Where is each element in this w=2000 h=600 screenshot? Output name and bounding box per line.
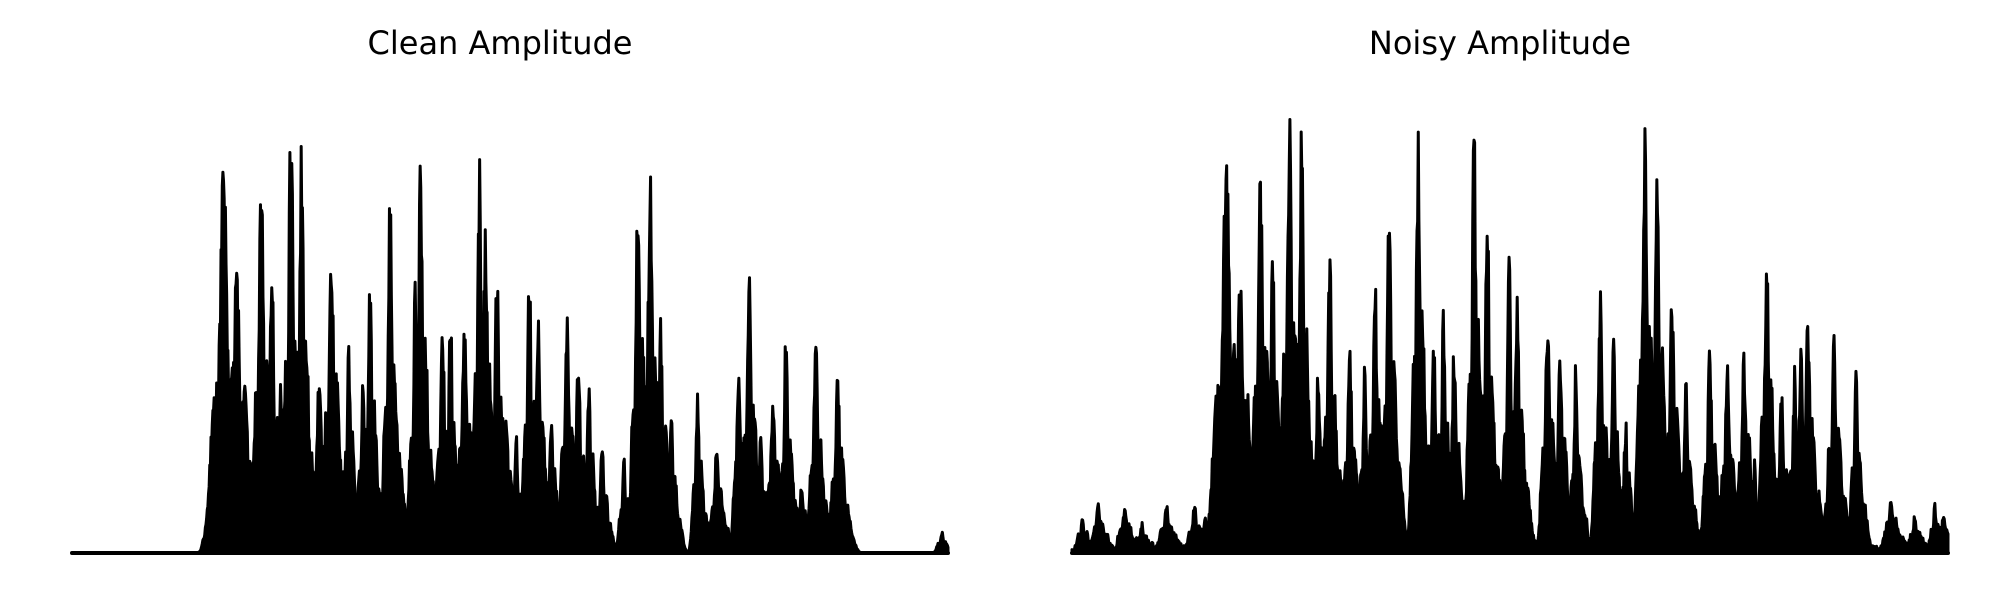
noisy-amplitude-panel: Noisy Amplitude — [1000, 0, 2000, 600]
clean-amplitude-plot — [70, 145, 950, 555]
amplitude-series-area — [1070, 117, 1950, 555]
chart-title: Noisy Amplitude — [1368, 24, 1632, 62]
noisy-amplitude-plot — [1070, 117, 1950, 555]
chart-title: Clean Amplitude — [367, 24, 633, 62]
amplitude-series-area — [70, 145, 950, 555]
clean-amplitude-panel: Clean Amplitude — [70, 24, 950, 555]
